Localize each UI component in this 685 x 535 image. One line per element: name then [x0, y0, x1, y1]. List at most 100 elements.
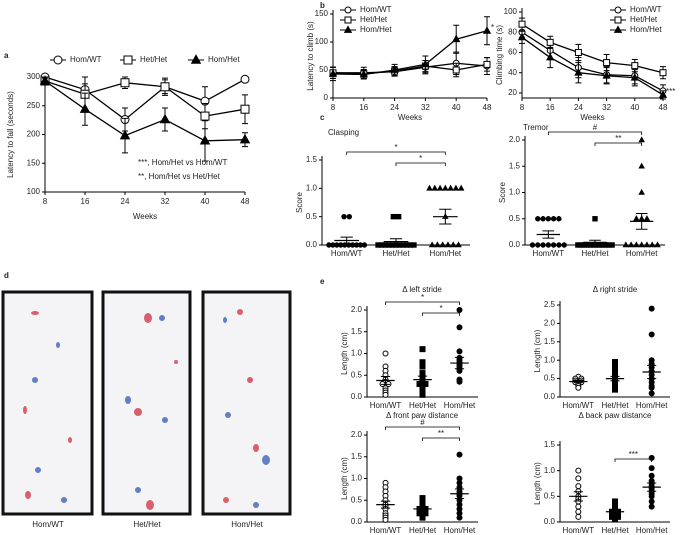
- significance-label: ***: [629, 450, 638, 459]
- x-tick-label: Het/Het: [409, 526, 437, 535]
- marker: [603, 59, 611, 67]
- significance-label: *: [419, 154, 422, 163]
- y-tick-label: 1.0: [544, 355, 556, 364]
- sem-bar: [635, 213, 648, 230]
- marker: [546, 38, 554, 46]
- marker: [456, 324, 463, 331]
- x-tick-label: Het/Het: [601, 526, 629, 535]
- marker: [119, 129, 131, 140]
- y-tick-label: 40: [508, 68, 517, 77]
- x-tick-label: 24: [574, 103, 583, 112]
- sem-bar: [389, 238, 403, 245]
- y-tick-label: 2.0: [351, 305, 363, 314]
- marker: [658, 90, 668, 98]
- y-tick-label: 1.0: [351, 474, 363, 483]
- marker: [575, 508, 582, 515]
- image-frame: [1, 290, 94, 516]
- sem-bar: [589, 239, 601, 245]
- y-tick-label: 100: [27, 187, 41, 196]
- marker: [540, 216, 546, 222]
- marker: [575, 384, 582, 391]
- marker: [545, 242, 552, 248]
- x-tick-label: 16: [546, 103, 555, 112]
- marker: [648, 241, 656, 248]
- x-tick-label: 8: [520, 103, 525, 112]
- significance-label: **: [615, 134, 621, 143]
- marker: [545, 216, 552, 222]
- panel-letter: d: [4, 271, 9, 280]
- marker: [411, 242, 417, 248]
- marker: [648, 493, 655, 500]
- marker: [436, 184, 444, 191]
- panel-letter: c: [320, 113, 325, 122]
- marker: [648, 331, 655, 338]
- marker: [602, 71, 611, 79]
- y-tick-label: 100: [504, 7, 518, 16]
- marker: [456, 451, 463, 458]
- sem-bar: [573, 379, 583, 384]
- marker: [449, 241, 457, 248]
- panel-letter: b: [320, 1, 325, 10]
- marker: [648, 503, 655, 510]
- legend-marker: [613, 25, 623, 33]
- significance-label: *: [439, 304, 442, 313]
- y-axis-label: Length (cm): [340, 457, 349, 500]
- chart-title: Clasping: [328, 128, 359, 137]
- marker: [575, 475, 582, 482]
- marker: [456, 348, 463, 355]
- x-tick-label: 48: [659, 103, 668, 112]
- x-tick-label: 16: [81, 197, 90, 206]
- legend-label: Hom/WT: [630, 5, 662, 14]
- marker: [535, 242, 541, 248]
- x-tick-label: 8: [43, 197, 48, 206]
- significance-label: *: [421, 293, 424, 302]
- marker: [452, 34, 461, 43]
- sem-bar: [340, 236, 353, 245]
- y-tick-label: 2.0: [351, 430, 363, 439]
- marker: [159, 113, 171, 124]
- x-tick-label: Hom/Het: [636, 401, 668, 410]
- legend-marker: [53, 55, 63, 65]
- marker: [612, 516, 618, 523]
- series-line: [333, 62, 488, 74]
- y-axis-label: Climbing time (s): [495, 25, 504, 85]
- y-axis-label: Latency to fall (seconds): [6, 91, 15, 178]
- marker: [540, 242, 546, 248]
- y-tick-label: 1.5: [509, 161, 521, 170]
- image-frame: [101, 290, 192, 516]
- marker: [654, 241, 661, 248]
- image-frame: [201, 290, 292, 516]
- marker: [419, 391, 426, 398]
- y-tick-label: 80: [508, 27, 517, 36]
- legend-label: Hom/WT: [70, 55, 102, 64]
- marker: [659, 69, 667, 77]
- significance-bracket: [547, 131, 643, 135]
- y-axis-label: Score: [295, 192, 304, 213]
- significance-bracket: [422, 312, 460, 316]
- legend-label: Hom/Het: [630, 25, 662, 34]
- marker: [120, 78, 130, 88]
- marker: [574, 48, 582, 56]
- y-tick-label: 0.0: [306, 240, 318, 249]
- significance-bracket: [614, 458, 653, 462]
- footprints-red: [23, 309, 259, 510]
- y-tick-label: 1.5: [351, 327, 363, 336]
- significance-label: #: [593, 123, 598, 132]
- marker: [447, 184, 454, 191]
- y-tick-label: 0.5: [306, 212, 318, 221]
- marker: [456, 378, 463, 385]
- marker: [518, 20, 526, 28]
- x-tick-label: Hom/Het: [636, 526, 668, 535]
- marker: [550, 242, 557, 248]
- significance-bracket: [385, 301, 460, 305]
- y-tick-label: 0.5: [509, 214, 521, 223]
- significance-label: **: [438, 429, 444, 438]
- x-tick-label: 40: [201, 197, 210, 206]
- x-tick-label: 40: [630, 103, 639, 112]
- marker: [627, 241, 635, 248]
- marker: [550, 216, 557, 222]
- legend-marker: [344, 16, 352, 24]
- x-axis-label: Weeks: [580, 113, 604, 122]
- marker: [575, 503, 582, 510]
